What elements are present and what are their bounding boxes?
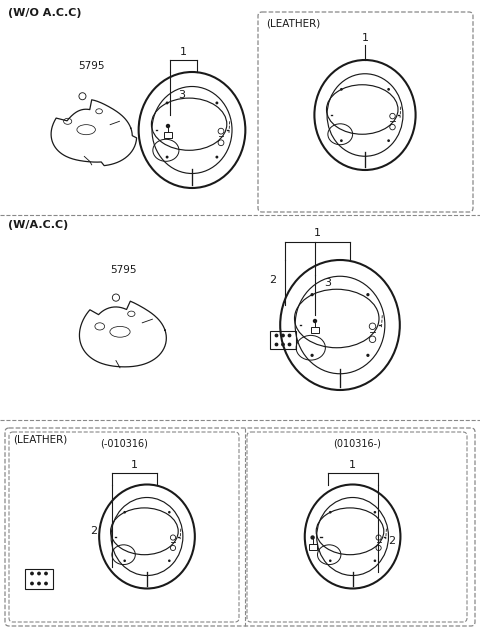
- Text: 2: 2: [90, 526, 97, 537]
- Circle shape: [168, 559, 170, 562]
- Circle shape: [329, 559, 332, 562]
- Text: 2: 2: [269, 275, 276, 285]
- Circle shape: [311, 536, 314, 539]
- Circle shape: [38, 573, 40, 574]
- Text: 1: 1: [349, 459, 356, 470]
- Circle shape: [276, 343, 278, 346]
- Text: 3: 3: [324, 278, 331, 288]
- Circle shape: [166, 102, 168, 104]
- Circle shape: [329, 511, 332, 514]
- Text: (010316-): (010316-): [333, 439, 381, 449]
- Bar: [164, 132, 172, 138]
- Circle shape: [366, 293, 370, 296]
- Text: 1: 1: [180, 47, 187, 57]
- Circle shape: [168, 511, 170, 514]
- Circle shape: [216, 155, 218, 159]
- Circle shape: [387, 139, 390, 142]
- Text: 3: 3: [178, 90, 185, 100]
- Text: (-010316): (-010316): [100, 439, 148, 449]
- Circle shape: [340, 88, 343, 91]
- Circle shape: [288, 334, 291, 337]
- Text: 1: 1: [131, 459, 138, 470]
- Circle shape: [216, 102, 218, 104]
- Circle shape: [311, 293, 314, 296]
- Circle shape: [282, 343, 284, 346]
- Circle shape: [276, 334, 278, 337]
- Circle shape: [373, 559, 376, 562]
- Text: (LEATHER): (LEATHER): [13, 434, 67, 444]
- Text: 1: 1: [314, 228, 321, 238]
- Circle shape: [45, 582, 47, 585]
- Text: 2: 2: [388, 537, 395, 547]
- Text: 5795: 5795: [110, 265, 136, 275]
- Circle shape: [123, 511, 126, 514]
- Text: 5795: 5795: [78, 61, 105, 71]
- Text: (W/O A.C.C): (W/O A.C.C): [8, 8, 82, 18]
- Circle shape: [311, 354, 314, 357]
- Bar: [270, 331, 296, 349]
- Circle shape: [288, 343, 291, 346]
- Bar: [309, 544, 317, 549]
- Bar: [311, 327, 319, 333]
- Circle shape: [313, 320, 316, 322]
- Circle shape: [373, 511, 376, 514]
- Bar: [25, 569, 53, 588]
- Text: 1: 1: [361, 33, 369, 43]
- Circle shape: [45, 573, 47, 574]
- Circle shape: [166, 155, 168, 159]
- Circle shape: [38, 582, 40, 585]
- Circle shape: [282, 334, 284, 337]
- Circle shape: [123, 559, 126, 562]
- Circle shape: [340, 139, 343, 142]
- Text: (W/A.C.C): (W/A.C.C): [8, 220, 68, 230]
- Circle shape: [31, 573, 33, 574]
- Text: (LEATHER): (LEATHER): [266, 18, 320, 28]
- Circle shape: [167, 125, 169, 128]
- Circle shape: [366, 354, 370, 357]
- Circle shape: [387, 88, 390, 91]
- Circle shape: [31, 582, 33, 585]
